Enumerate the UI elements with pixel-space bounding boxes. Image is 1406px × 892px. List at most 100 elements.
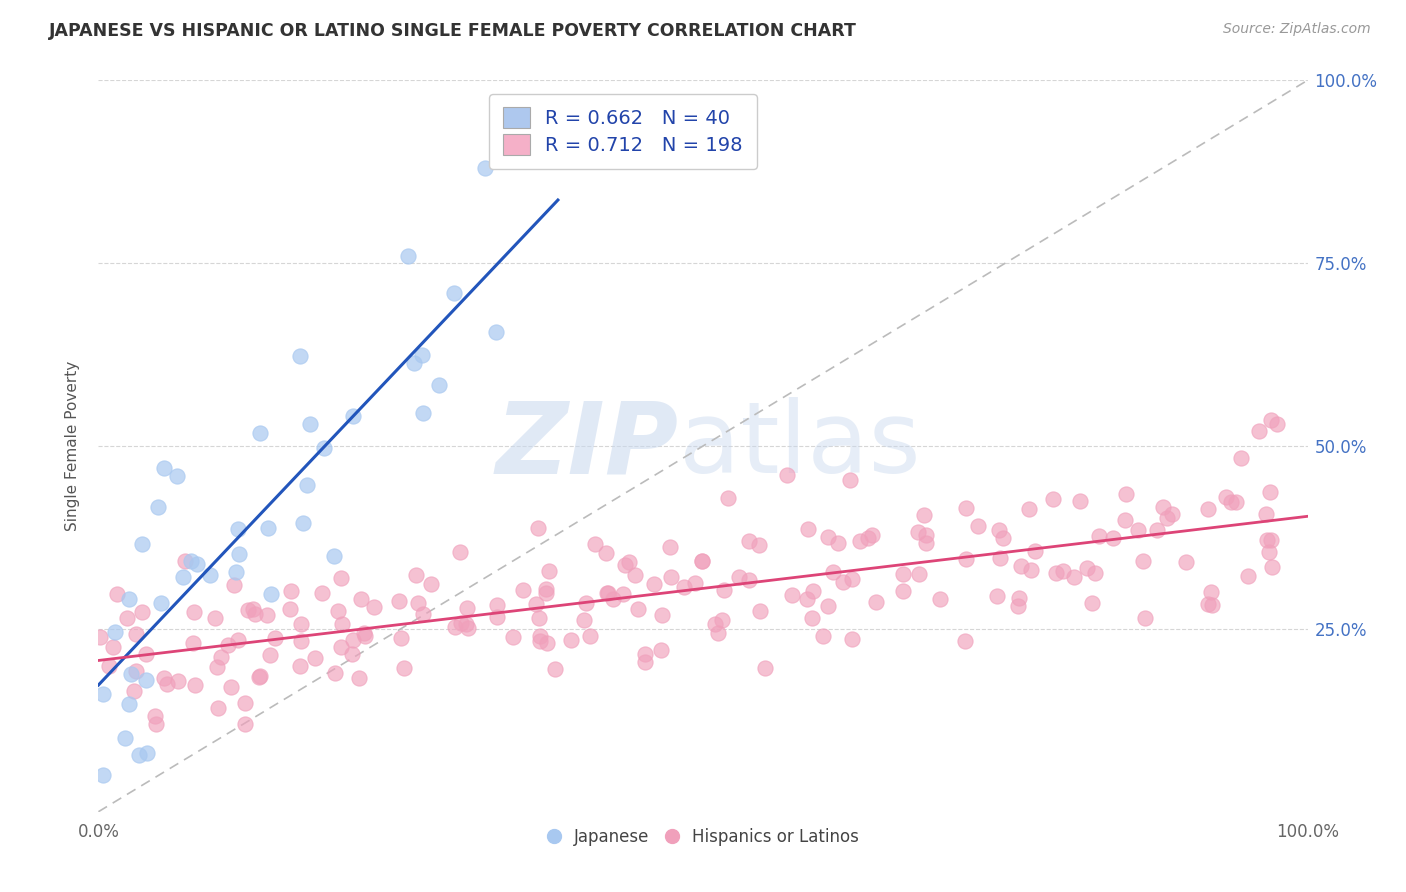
Point [454, 617, 477, 632]
Point [456, 601, 478, 615]
Point [1260, 413, 1282, 427]
Point [226, 522, 249, 536]
Point [166, 469, 188, 483]
Point [1161, 508, 1184, 522]
Point [412, 406, 434, 420]
Point [1084, 566, 1107, 581]
Point [389, 632, 412, 646]
Point [1199, 584, 1222, 599]
Point [411, 348, 433, 362]
Point [707, 626, 730, 640]
Point [125, 664, 148, 678]
Point [710, 613, 733, 627]
Point [89, 630, 111, 644]
Point [811, 629, 834, 643]
Point [209, 650, 232, 665]
Point [259, 648, 281, 662]
Point [329, 640, 352, 655]
Point [1018, 501, 1040, 516]
Point [672, 580, 695, 594]
Point [156, 676, 179, 690]
Point [796, 591, 818, 606]
Point [117, 611, 139, 625]
Point [536, 635, 558, 649]
Point [146, 500, 169, 514]
Point [249, 669, 271, 683]
Point [180, 554, 202, 568]
Point [529, 634, 551, 648]
Point [1052, 564, 1074, 578]
Point [412, 607, 434, 621]
Point [634, 655, 657, 669]
Point [544, 662, 567, 676]
Point [841, 572, 863, 586]
Point [955, 551, 977, 566]
Point [323, 549, 346, 563]
Point [534, 582, 557, 596]
Point [347, 671, 370, 685]
Point [849, 533, 872, 548]
Point [260, 586, 283, 600]
Point [128, 748, 150, 763]
Point [311, 586, 333, 600]
Point [280, 583, 302, 598]
Text: JAPANESE VS HISPANIC OR LATINO SINGLE FEMALE POVERTY CORRELATION CHART: JAPANESE VS HISPANIC OR LATINO SINGLE FE… [49, 22, 858, 40]
Point [143, 708, 166, 723]
Point [624, 568, 647, 582]
Point [634, 647, 657, 661]
Legend: Japanese, Hispanics or Latinos: Japanese, Hispanics or Latinos [538, 820, 868, 855]
Point [595, 546, 617, 560]
Point [748, 538, 770, 552]
Point [683, 576, 706, 591]
Point [135, 673, 157, 687]
Point [98, 659, 121, 673]
Point [1258, 545, 1281, 559]
Point [388, 594, 411, 608]
Point [1063, 570, 1085, 584]
Point [583, 537, 606, 551]
Point [1019, 563, 1042, 577]
Y-axis label: Single Female Poverty: Single Female Poverty [65, 361, 80, 531]
Point [1135, 610, 1157, 624]
Point [172, 570, 194, 584]
Point [865, 594, 887, 608]
Point [101, 640, 124, 654]
Point [891, 583, 914, 598]
Point [651, 607, 673, 622]
Point [207, 700, 229, 714]
Point [243, 607, 266, 622]
Point [233, 697, 256, 711]
Point [817, 599, 839, 613]
Point [907, 524, 929, 539]
Point [527, 611, 550, 625]
Point [893, 566, 915, 581]
Point [1201, 599, 1223, 613]
Point [717, 491, 740, 505]
Point [596, 586, 619, 600]
Point [512, 583, 534, 598]
Point [1230, 451, 1253, 466]
Point [928, 592, 950, 607]
Point [298, 417, 321, 432]
Point [1197, 502, 1219, 516]
Point [450, 615, 472, 630]
Point [204, 611, 226, 625]
Point [104, 625, 127, 640]
Point [290, 658, 312, 673]
Point [485, 325, 508, 339]
Point [420, 577, 443, 591]
Point [396, 249, 419, 263]
Point [242, 601, 264, 615]
Point [217, 639, 239, 653]
Point [839, 473, 862, 487]
Point [914, 528, 936, 542]
Point [105, 587, 128, 601]
Point [612, 587, 634, 601]
Point [1076, 561, 1098, 575]
Point [120, 666, 142, 681]
Point [328, 605, 350, 619]
Point [986, 590, 1008, 604]
Point [912, 508, 935, 522]
Point [291, 516, 314, 531]
Point [596, 586, 619, 600]
